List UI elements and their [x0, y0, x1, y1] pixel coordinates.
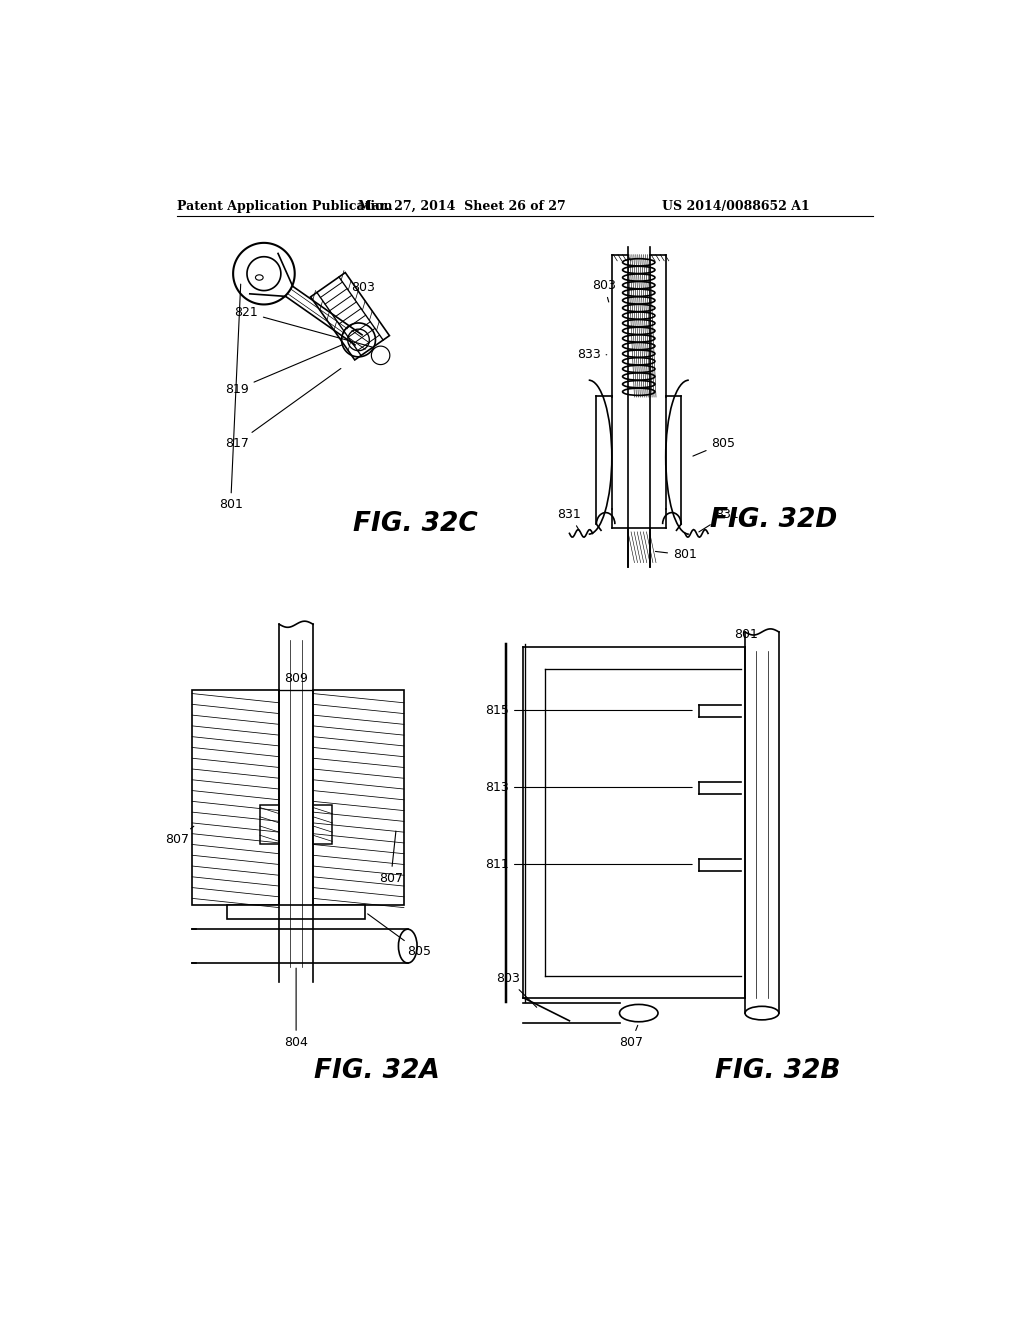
Polygon shape — [260, 805, 280, 843]
Text: 833: 833 — [577, 348, 607, 362]
Text: 815: 815 — [485, 704, 692, 717]
Text: 803: 803 — [592, 279, 616, 302]
Text: 831: 831 — [698, 508, 739, 532]
Polygon shape — [313, 689, 403, 906]
Text: 809: 809 — [285, 672, 308, 685]
Text: 801: 801 — [655, 548, 697, 561]
Text: FIG. 32B: FIG. 32B — [715, 1057, 840, 1084]
Text: 813: 813 — [485, 781, 692, 795]
Text: 811: 811 — [485, 858, 692, 871]
Text: 817: 817 — [225, 368, 341, 450]
Text: Patent Application Publication: Patent Application Publication — [177, 199, 392, 213]
Text: 805: 805 — [693, 437, 735, 457]
Polygon shape — [313, 805, 333, 843]
Text: FIG. 32D: FIG. 32D — [710, 507, 838, 533]
Text: 807: 807 — [379, 832, 402, 884]
Polygon shape — [193, 689, 280, 906]
Text: 807: 807 — [165, 826, 194, 846]
Text: 819: 819 — [225, 345, 342, 396]
Text: 801: 801 — [734, 628, 759, 640]
Polygon shape — [226, 906, 366, 919]
Text: 831: 831 — [558, 508, 582, 531]
Text: 801: 801 — [219, 284, 243, 511]
Text: 807: 807 — [620, 1026, 643, 1049]
Text: US 2014/0088652 A1: US 2014/0088652 A1 — [662, 199, 810, 213]
Text: FIG. 32A: FIG. 32A — [314, 1057, 440, 1084]
Text: 804: 804 — [285, 968, 308, 1049]
Text: Mar. 27, 2014  Sheet 26 of 27: Mar. 27, 2014 Sheet 26 of 27 — [357, 199, 565, 213]
Text: 803: 803 — [496, 972, 537, 1007]
Text: 805: 805 — [368, 913, 431, 958]
Text: 821: 821 — [234, 306, 372, 347]
Text: 803: 803 — [351, 281, 375, 294]
Text: FIG. 32C: FIG. 32C — [353, 511, 478, 537]
